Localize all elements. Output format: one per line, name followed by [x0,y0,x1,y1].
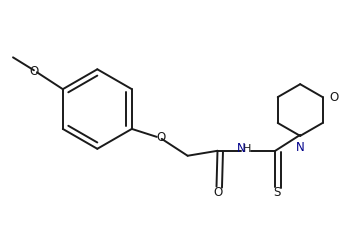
Text: N: N [296,141,305,154]
Text: O: O [330,91,339,104]
Text: N: N [237,142,246,155]
Text: O: O [156,131,165,144]
Text: O: O [29,65,39,78]
Text: S: S [274,186,281,199]
Text: O: O [214,186,223,199]
Text: H: H [243,144,252,154]
